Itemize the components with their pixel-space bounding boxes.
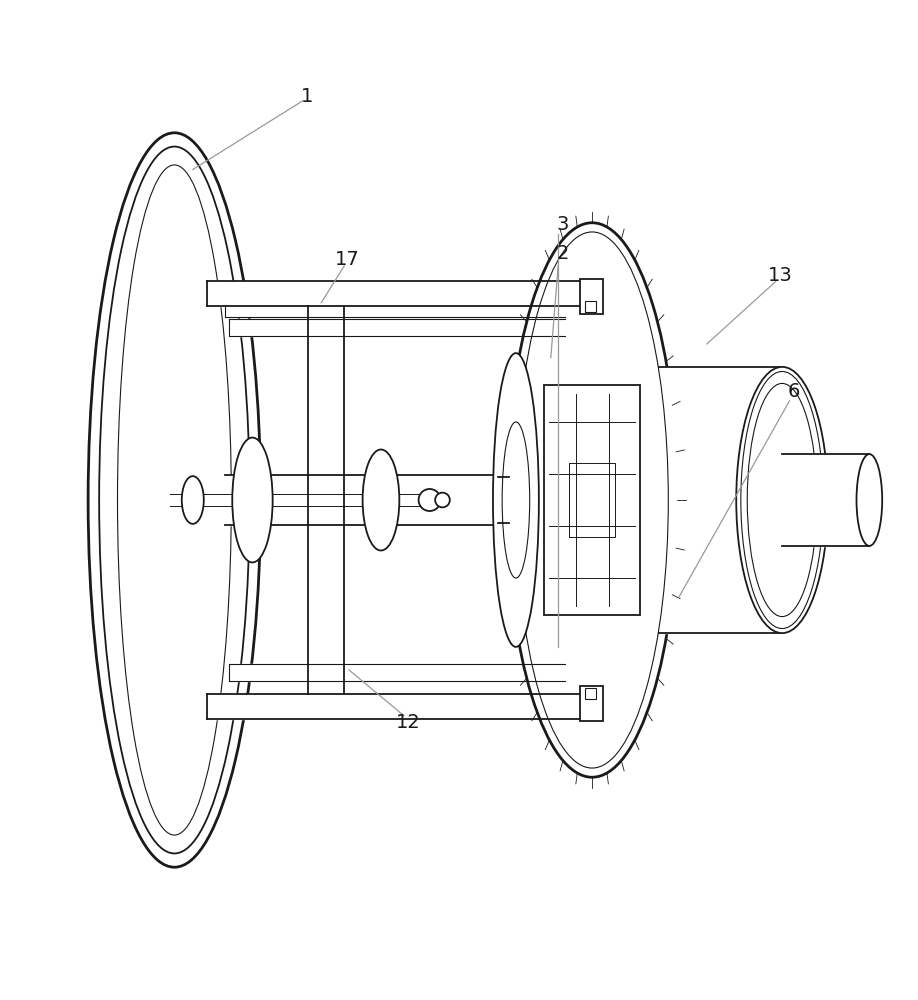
Bar [580, 686, 603, 721]
Bar [580, 279, 603, 314]
Text: 6: 6 [788, 382, 800, 401]
Ellipse shape [88, 133, 261, 867]
Bar [585, 688, 596, 699]
Bar [544, 385, 640, 615]
Ellipse shape [232, 438, 273, 562]
Text: 13: 13 [768, 266, 792, 285]
Ellipse shape [493, 353, 539, 647]
Ellipse shape [363, 450, 399, 550]
Text: 12: 12 [397, 713, 420, 732]
Ellipse shape [507, 223, 677, 777]
Text: 3: 3 [556, 215, 569, 234]
Circle shape [419, 489, 441, 511]
Ellipse shape [182, 476, 204, 524]
Text: 17: 17 [335, 250, 359, 269]
Text: 2: 2 [556, 244, 569, 263]
Circle shape [435, 493, 450, 507]
Ellipse shape [736, 367, 828, 633]
Text: 1: 1 [301, 87, 314, 106]
Bar [585, 301, 596, 312]
Ellipse shape [856, 454, 882, 546]
